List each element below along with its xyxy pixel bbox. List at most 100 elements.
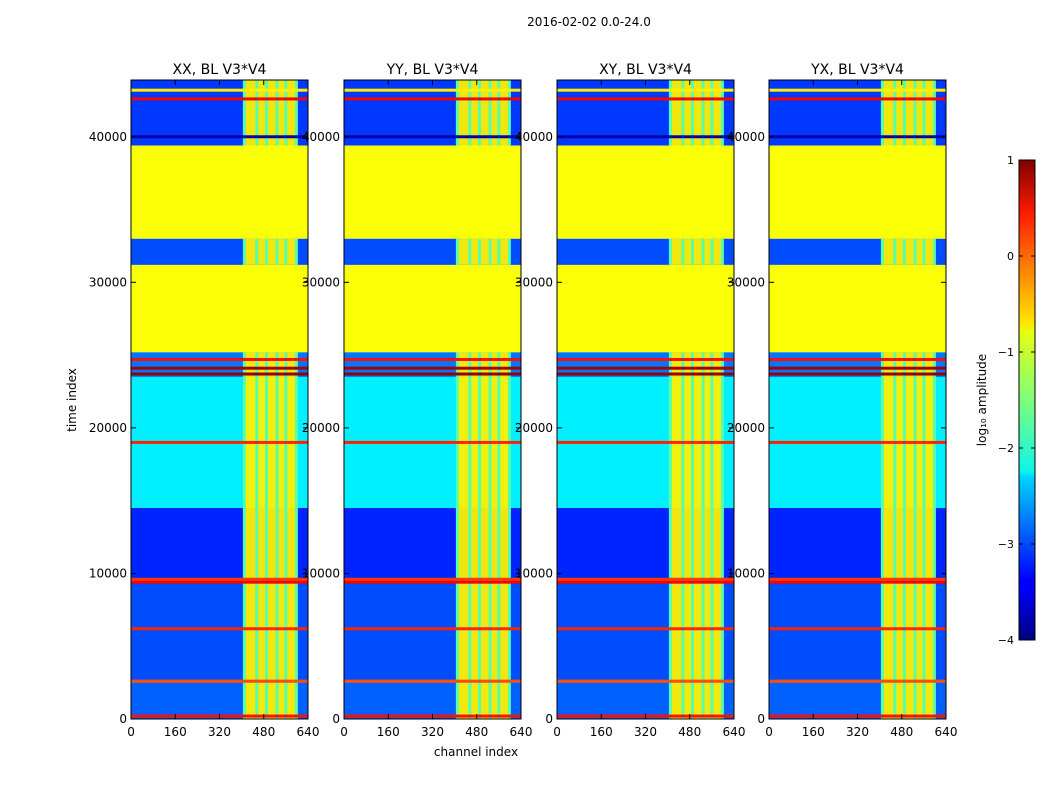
- y-tick-label: 10000: [727, 566, 765, 580]
- panel-heatmap: [557, 80, 734, 719]
- time-region: [131, 145, 308, 239]
- channel-stripe: [691, 682, 695, 719]
- channel-stripe: [668, 238, 672, 265]
- time-line: [344, 97, 521, 101]
- channel-stripe: [284, 580, 288, 683]
- time-line: [557, 577, 734, 581]
- channel-stripe: [478, 352, 482, 377]
- y-tick-label: 0: [545, 712, 553, 726]
- channel-stripe: [903, 507, 907, 581]
- channel-stripe: [255, 238, 259, 265]
- channel-stripe: [932, 682, 936, 719]
- channel-stripe: [507, 238, 511, 265]
- channel-stripe: [507, 507, 511, 581]
- y-tick-label: 40000: [302, 130, 340, 144]
- channel-stripe: [265, 507, 269, 581]
- channel-stripe: [913, 507, 917, 581]
- channel-stripe: [275, 507, 279, 581]
- channel-stripe: [265, 352, 269, 377]
- channel-stripe: [488, 352, 492, 377]
- channel-stripe: [242, 80, 246, 146]
- time-line: [557, 97, 734, 101]
- channel-stripe: [507, 682, 511, 719]
- channel-stripe: [710, 580, 714, 683]
- time-line: [557, 440, 734, 444]
- panels-group: XX, BL V3*V4 0 160 320 480 640 0 10000 20000 3000…: [89, 62, 958, 739]
- channel-stripe: [913, 580, 917, 683]
- colorbar-label: log₁₀ amplitude: [975, 354, 989, 446]
- x-tick-label: 480: [252, 725, 275, 739]
- channel-stripe: [893, 682, 897, 719]
- channel-stripe: [284, 238, 288, 265]
- channel-stripe: [668, 352, 672, 377]
- channel-stripe: [668, 507, 672, 581]
- time-line: [344, 135, 521, 139]
- channel-stripe: [701, 352, 705, 377]
- channel-stripe: [242, 352, 246, 377]
- channel-stripe: [275, 238, 279, 265]
- figure-suptitle: 2016-02-02 0.0-24.0: [527, 15, 651, 29]
- channel-stripe: [255, 580, 259, 683]
- x-tick-label: 640: [935, 725, 958, 739]
- bright-band: [882, 580, 935, 683]
- time-region: [131, 264, 308, 353]
- panel-heatmap: [131, 80, 308, 719]
- channel-stripe: [668, 682, 672, 719]
- time-line: [557, 135, 734, 139]
- channel-stripe: [507, 580, 511, 683]
- channel-stripe: [913, 352, 917, 377]
- time-line: [131, 679, 308, 683]
- channel-stripe: [681, 238, 685, 265]
- channel-stripe: [242, 580, 246, 683]
- bright-band: [457, 580, 510, 683]
- channel-stripe: [691, 80, 695, 146]
- channel-stripe: [497, 507, 501, 581]
- time-region: [769, 264, 946, 353]
- bright-band: [882, 507, 935, 581]
- channel-stripe: [932, 507, 936, 581]
- y-tick-label: 0: [757, 712, 765, 726]
- colorbar: 1 0 −1 −2 −3 −4 log₁₀ amplitude: [975, 154, 1036, 647]
- channel-stripe: [265, 80, 269, 146]
- time-line: [769, 97, 946, 101]
- x-tick-label: 480: [678, 725, 701, 739]
- channel-stripe: [455, 580, 459, 683]
- time-line: [769, 88, 946, 92]
- channel-stripe: [468, 352, 472, 377]
- channel-stripe: [720, 238, 724, 265]
- channel-stripe: [488, 580, 492, 683]
- time-line: [344, 366, 521, 370]
- time-region: [769, 145, 946, 239]
- channel-stripe: [507, 80, 511, 146]
- channel-stripe: [242, 238, 246, 265]
- channel-stripe: [497, 682, 501, 719]
- y-tick-label: 20000: [89, 421, 127, 435]
- time-line: [131, 440, 308, 444]
- channel-stripe: [913, 682, 917, 719]
- y-tick-label: 20000: [302, 421, 340, 435]
- y-tick-label: 30000: [727, 275, 765, 289]
- time-line: [769, 627, 946, 631]
- colorbar-tick-label: −3: [998, 538, 1014, 551]
- channel-stripe: [720, 682, 724, 719]
- y-tick-label: 40000: [89, 130, 127, 144]
- time-region: [344, 264, 521, 353]
- time-line: [344, 577, 521, 581]
- channel-stripe: [880, 352, 884, 377]
- channel-stripe: [710, 352, 714, 377]
- x-tick-label: 480: [465, 725, 488, 739]
- bright-band: [457, 507, 510, 581]
- channel-stripe: [255, 682, 259, 719]
- channel-stripe: [294, 580, 298, 683]
- time-line: [344, 88, 521, 92]
- channel-stripe: [720, 580, 724, 683]
- channel-stripe: [265, 580, 269, 683]
- time-line: [131, 366, 308, 370]
- x-tick-label: 160: [590, 725, 613, 739]
- channel-stripe: [701, 507, 705, 581]
- time-line: [557, 580, 734, 584]
- channel-stripe: [701, 80, 705, 146]
- channel-stripe: [284, 682, 288, 719]
- y-tick-label: 10000: [302, 566, 340, 580]
- channel-stripe: [903, 238, 907, 265]
